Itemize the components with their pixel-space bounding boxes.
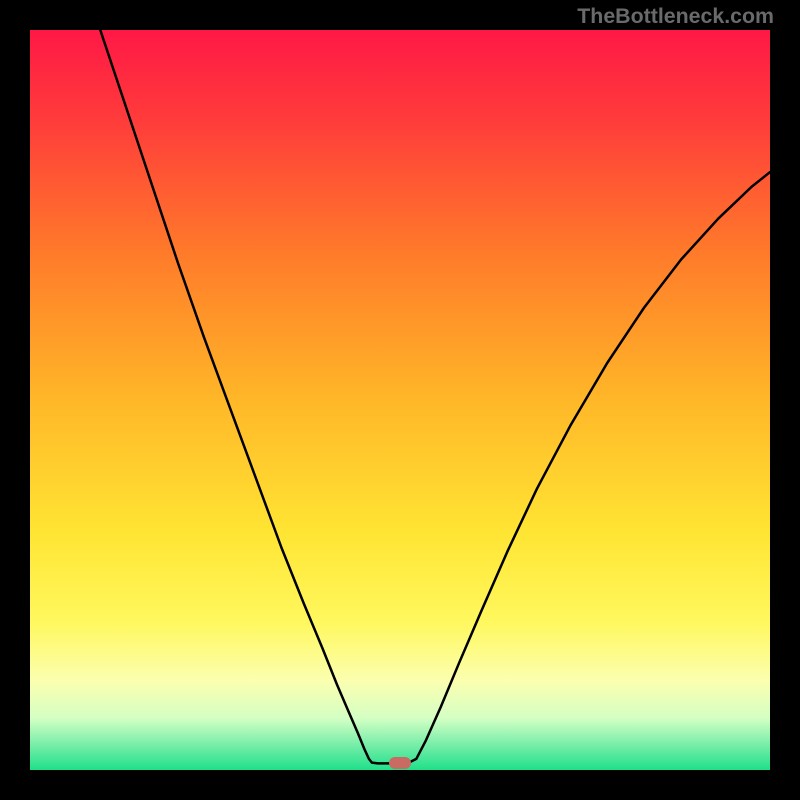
chart-frame: TheBottleneck.com — [0, 0, 800, 800]
plot-gradient-fill — [30, 30, 770, 770]
watermark-text: TheBottleneck.com — [577, 4, 774, 29]
minimum-marker — [389, 757, 411, 769]
